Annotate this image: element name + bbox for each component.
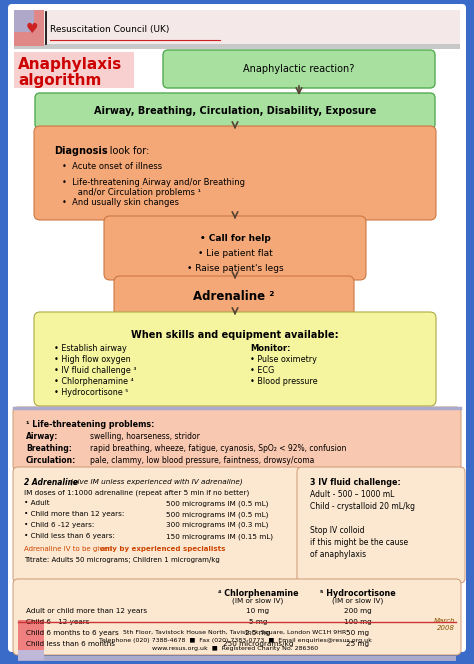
- Text: pale, clammy, low blood pressure, faintness, drowsy/coma: pale, clammy, low blood pressure, faintn…: [90, 456, 314, 465]
- Text: • Chlorphenamine ⁴: • Chlorphenamine ⁴: [54, 377, 134, 386]
- Text: • Raise patient's legs: • Raise patient's legs: [187, 264, 283, 273]
- Text: • Hydrocortisone ⁵: • Hydrocortisone ⁵: [54, 388, 128, 397]
- FancyBboxPatch shape: [13, 407, 461, 471]
- FancyBboxPatch shape: [18, 650, 44, 660]
- Text: Airway, Breathing, Circulation, Disability, Exposure: Airway, Breathing, Circulation, Disabili…: [94, 106, 376, 116]
- FancyBboxPatch shape: [14, 44, 460, 49]
- Text: •  And usually skin changes: • And usually skin changes: [62, 198, 179, 207]
- Text: •  Life-threatening Airway and/or Breathing
      and/or Circulation problems ¹: • Life-threatening Airway and/or Breathi…: [62, 178, 245, 197]
- FancyBboxPatch shape: [18, 656, 456, 661]
- Text: Adrenaline ²: Adrenaline ²: [193, 290, 275, 303]
- Text: (give IM unless experienced with IV adrenaline): (give IM unless experienced with IV adre…: [70, 478, 243, 485]
- Text: • Establish airway: • Establish airway: [54, 344, 127, 353]
- FancyBboxPatch shape: [297, 467, 465, 583]
- Text: 500 micrograms IM (0.5 mL): 500 micrograms IM (0.5 mL): [166, 511, 268, 517]
- Text: ⁴ Chlorphenamine: ⁴ Chlorphenamine: [218, 589, 298, 598]
- Text: 100 mg: 100 mg: [344, 619, 372, 625]
- Text: 150 micrograms IM (0.15 mL): 150 micrograms IM (0.15 mL): [166, 533, 273, 539]
- Text: Monitor:: Monitor:: [250, 344, 291, 353]
- FancyBboxPatch shape: [14, 10, 44, 46]
- Text: • Child more than 12 years:: • Child more than 12 years:: [24, 511, 124, 517]
- Text: (IM or slow IV): (IM or slow IV): [332, 598, 383, 604]
- Text: 2.5 mg: 2.5 mg: [246, 630, 271, 636]
- Text: • ECG: • ECG: [250, 366, 274, 375]
- FancyBboxPatch shape: [18, 620, 44, 660]
- Text: Adult - 500 – 1000 mL: Adult - 500 – 1000 mL: [310, 490, 394, 499]
- Text: 10 mg: 10 mg: [246, 608, 270, 614]
- FancyBboxPatch shape: [8, 4, 466, 652]
- Text: ♥: ♥: [26, 22, 38, 36]
- Text: Adult or child more than 12 years: Adult or child more than 12 years: [26, 608, 147, 614]
- Text: Resuscitation Council (UK): Resuscitation Council (UK): [50, 25, 169, 33]
- Text: 300 micrograms IM (0.3 mL): 300 micrograms IM (0.3 mL): [166, 522, 268, 529]
- Text: • Child less than 6 years:: • Child less than 6 years:: [24, 533, 115, 539]
- Text: Titrate: Adults 50 micrograms; Children 1 microgram/kg: Titrate: Adults 50 micrograms; Children …: [24, 557, 220, 563]
- FancyBboxPatch shape: [34, 126, 436, 220]
- Text: Anaphylactic reaction?: Anaphylactic reaction?: [243, 64, 355, 74]
- Text: • Blood pressure: • Blood pressure: [250, 377, 318, 386]
- Text: 5 mg: 5 mg: [249, 619, 267, 625]
- Text: Child 6 - 12 years: Child 6 - 12 years: [26, 619, 90, 625]
- Text: 500 micrograms IM (0.5 mL): 500 micrograms IM (0.5 mL): [166, 500, 268, 507]
- Text: Child 6 months to 6 years: Child 6 months to 6 years: [26, 630, 119, 636]
- Text: Breathing:: Breathing:: [26, 444, 72, 453]
- Text: IM doses of 1:1000 adrenaline (repeat after 5 min if no better): IM doses of 1:1000 adrenaline (repeat af…: [24, 489, 249, 495]
- Text: 25 mg: 25 mg: [346, 641, 370, 647]
- Text: • High flow oxygen: • High flow oxygen: [54, 355, 131, 364]
- Text: 5th Floor, Tavistock House North, Tavistock Square, London WC1H 9HR: 5th Floor, Tavistock House North, Tavist…: [123, 630, 346, 635]
- Text: Diagnosis: Diagnosis: [54, 146, 108, 156]
- Text: • Pulse oximetry: • Pulse oximetry: [250, 355, 317, 364]
- FancyBboxPatch shape: [14, 10, 460, 46]
- Text: - look for:: - look for:: [100, 146, 149, 156]
- Text: Stop IV colloid: Stop IV colloid: [310, 526, 365, 535]
- Text: When skills and equipment available:: When skills and equipment available:: [131, 330, 339, 340]
- Text: Airway:: Airway:: [26, 432, 58, 441]
- FancyBboxPatch shape: [104, 216, 366, 280]
- FancyBboxPatch shape: [14, 10, 34, 32]
- Text: swelling, hoarseness, stridor: swelling, hoarseness, stridor: [90, 432, 200, 441]
- Text: • Call for help: • Call for help: [200, 234, 270, 243]
- FancyBboxPatch shape: [163, 50, 435, 88]
- Text: if this might be the cause: if this might be the cause: [310, 538, 408, 547]
- FancyBboxPatch shape: [13, 579, 461, 655]
- Text: • Lie patient flat: • Lie patient flat: [198, 249, 273, 258]
- Text: • IV fluid challenge ³: • IV fluid challenge ³: [54, 366, 137, 375]
- Text: (IM or slow IV): (IM or slow IV): [232, 598, 283, 604]
- Text: Child less than 6 months: Child less than 6 months: [26, 641, 115, 647]
- Text: 3 IV fluid challenge:: 3 IV fluid challenge:: [310, 478, 401, 487]
- Text: 50 mg: 50 mg: [346, 630, 370, 636]
- Text: Child - crystalloid 20 mL/kg: Child - crystalloid 20 mL/kg: [310, 502, 415, 511]
- Text: Circulation:: Circulation:: [26, 456, 76, 465]
- Text: 2 Adrenaline: 2 Adrenaline: [24, 478, 81, 487]
- Text: Anaphylaxis: Anaphylaxis: [18, 56, 122, 72]
- Text: ⁵ Hydrocortisone: ⁵ Hydrocortisone: [320, 589, 396, 598]
- FancyBboxPatch shape: [114, 276, 354, 316]
- Text: Telephone (020) 7388-4678  ■  Fax (020) 7383-0773  ■  Email enquiries@resus.org.: Telephone (020) 7388-4678 ■ Fax (020) 73…: [99, 638, 372, 643]
- Text: •  Acute onset of illness: • Acute onset of illness: [62, 162, 162, 171]
- Text: rapid breathing, wheeze, fatigue, cyanosis, SpO₂ < 92%, confusion: rapid breathing, wheeze, fatigue, cyanos…: [90, 444, 346, 453]
- Text: • Adult: • Adult: [24, 500, 50, 506]
- Text: ¹ Life-threatening problems:: ¹ Life-threatening problems:: [26, 420, 155, 429]
- Text: 200 mg: 200 mg: [344, 608, 372, 614]
- FancyBboxPatch shape: [35, 93, 435, 129]
- FancyBboxPatch shape: [13, 467, 301, 583]
- Text: only by experienced specialists: only by experienced specialists: [100, 546, 225, 552]
- Text: Adrenaline IV to be given: Adrenaline IV to be given: [24, 546, 114, 552]
- Text: March
2008: March 2008: [434, 618, 455, 631]
- Text: www.resus.org.uk  ■  Registered Charity No. 286360: www.resus.org.uk ■ Registered Charity No…: [152, 646, 318, 651]
- FancyBboxPatch shape: [34, 312, 436, 406]
- Text: 250 micrograms/kg: 250 micrograms/kg: [223, 641, 293, 647]
- Text: • Child 6 -12 years:: • Child 6 -12 years:: [24, 522, 94, 528]
- Text: algorithm: algorithm: [18, 72, 101, 88]
- Text: of anaphylaxis: of anaphylaxis: [310, 550, 366, 559]
- FancyBboxPatch shape: [14, 52, 134, 88]
